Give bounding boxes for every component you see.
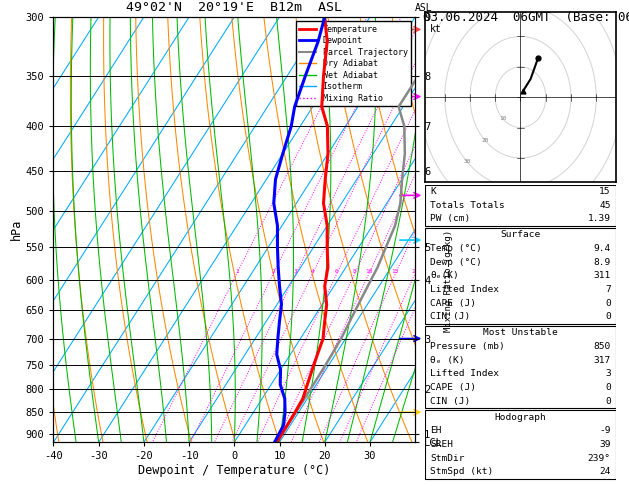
Text: 0: 0 xyxy=(605,312,611,321)
Text: -9: -9 xyxy=(599,426,611,435)
Text: 9.4: 9.4 xyxy=(593,244,611,253)
Bar xyxy=(425,411,616,479)
Text: km
ASL: km ASL xyxy=(415,0,433,13)
Text: 8: 8 xyxy=(353,269,357,274)
Text: 30: 30 xyxy=(463,159,470,164)
Text: 850: 850 xyxy=(593,342,611,351)
Y-axis label: hPa: hPa xyxy=(10,219,23,240)
Text: 6: 6 xyxy=(335,269,338,274)
Text: CAPE (J): CAPE (J) xyxy=(430,383,476,392)
Text: 8.9: 8.9 xyxy=(593,258,611,267)
Text: 7: 7 xyxy=(605,285,611,294)
Text: Temp (°C): Temp (°C) xyxy=(430,244,482,253)
Title: 49°02'N  20°19'E  B12m  ASL: 49°02'N 20°19'E B12m ASL xyxy=(126,1,342,15)
X-axis label: Dewpoint / Temperature (°C): Dewpoint / Temperature (°C) xyxy=(138,464,330,477)
Text: θₑ(K): θₑ(K) xyxy=(430,271,459,280)
Text: Most Unstable: Most Unstable xyxy=(483,329,558,337)
Text: 2: 2 xyxy=(272,269,275,274)
Text: 1: 1 xyxy=(235,269,238,274)
Text: 0: 0 xyxy=(605,397,611,406)
Text: Dewp (°C): Dewp (°C) xyxy=(430,258,482,267)
Text: 239°: 239° xyxy=(587,454,611,463)
Text: 20: 20 xyxy=(481,138,489,143)
Text: StmDir: StmDir xyxy=(430,454,465,463)
Text: Lifted Index: Lifted Index xyxy=(430,369,499,379)
Text: K: K xyxy=(430,187,436,196)
Text: 4: 4 xyxy=(311,269,314,274)
Text: 10: 10 xyxy=(499,116,506,121)
Text: θₑ (K): θₑ (K) xyxy=(430,356,465,364)
Text: EH: EH xyxy=(430,426,442,435)
Text: CIN (J): CIN (J) xyxy=(430,312,470,321)
Text: CIN (J): CIN (J) xyxy=(430,397,470,406)
Text: Lifted Index: Lifted Index xyxy=(430,285,499,294)
Text: 3: 3 xyxy=(605,369,611,379)
Bar xyxy=(425,185,616,226)
Text: CAPE (J): CAPE (J) xyxy=(430,299,476,308)
Text: 0: 0 xyxy=(605,383,611,392)
Bar xyxy=(425,228,616,324)
Text: 20: 20 xyxy=(411,269,419,274)
Text: 0: 0 xyxy=(605,299,611,308)
Text: Surface: Surface xyxy=(501,230,540,240)
Legend: Temperature, Dewpoint, Parcel Trajectory, Dry Adiabat, Wet Adiabat, Isotherm, Mi: Temperature, Dewpoint, Parcel Trajectory… xyxy=(296,21,411,106)
Text: 15: 15 xyxy=(392,269,399,274)
Text: 45: 45 xyxy=(599,201,611,209)
Text: 24: 24 xyxy=(599,468,611,476)
Text: Mixing Ratio (g/kg): Mixing Ratio (g/kg) xyxy=(444,229,453,332)
Text: Pressure (mb): Pressure (mb) xyxy=(430,342,505,351)
Text: Hodograph: Hodograph xyxy=(494,413,547,422)
Bar xyxy=(425,326,616,408)
Text: Totals Totals: Totals Totals xyxy=(430,201,505,209)
Text: 15: 15 xyxy=(599,187,611,196)
Text: kt: kt xyxy=(430,24,442,35)
Text: 39: 39 xyxy=(599,440,611,449)
Text: PW (cm): PW (cm) xyxy=(430,214,470,224)
Text: 10: 10 xyxy=(365,269,372,274)
Text: 1.39: 1.39 xyxy=(587,214,611,224)
Text: 311: 311 xyxy=(593,271,611,280)
Text: StmSpd (kt): StmSpd (kt) xyxy=(430,468,494,476)
Text: 317: 317 xyxy=(593,356,611,364)
Text: 03.06.2024  06GMT  (Base: 06): 03.06.2024 06GMT (Base: 06) xyxy=(423,11,629,24)
Text: 3: 3 xyxy=(294,269,298,274)
Text: SREH: SREH xyxy=(430,440,454,449)
